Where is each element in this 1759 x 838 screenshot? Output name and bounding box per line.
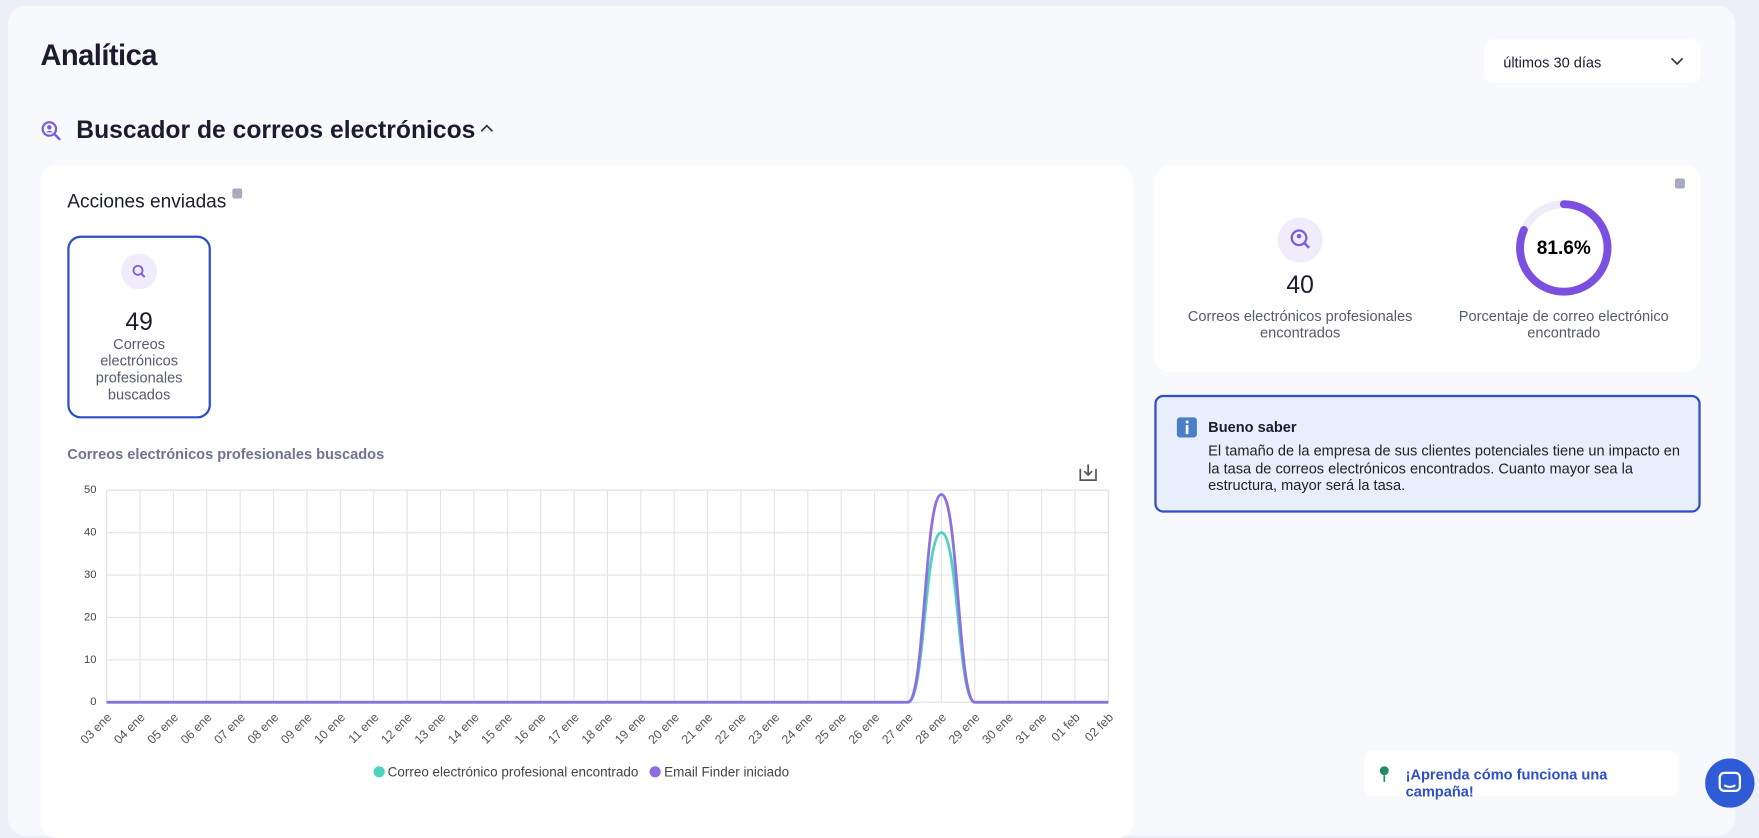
tile-label: Correos electrónicos profesionales busca…	[95, 335, 183, 403]
x-tick-label: 05 ene	[145, 710, 182, 747]
searched-tile[interactable]: 49 Correos electrónicos profesionales bu…	[67, 235, 211, 419]
x-tick-label: 11 ene	[346, 710, 382, 746]
page: {"header": {"title": "Analítica", "perio…	[7, 5, 1755, 838]
found-label: Correos electrónicos profesionales encon…	[1187, 307, 1413, 342]
x-tick-label: 30 ene	[979, 710, 1016, 747]
chevron-down	[1670, 57, 1684, 66]
x-tick-label: 14 ene	[445, 710, 482, 747]
x-tick-label: 18 ene	[579, 710, 616, 747]
campaign-link-text: ¡Aprenda cómo funciona una campaña!	[1405, 766, 1608, 800]
x-tick-label: 01 feb	[1049, 710, 1083, 744]
actions-title: Acciones enviadas	[67, 190, 227, 213]
tip-box: Bueno saber El tamaño de la empresa de s…	[1154, 394, 1701, 513]
y-tick-label: 30	[84, 569, 96, 581]
x-tick-label: 06 ene	[178, 710, 215, 747]
legend-item[interactable]: Correo electrónico profesional encontrad…	[373, 764, 638, 780]
stats-card	[1154, 164, 1701, 373]
download-icon[interactable]	[1078, 462, 1098, 482]
chat-button[interactable]	[1705, 758, 1755, 808]
rate-value: 81.6%	[1537, 238, 1591, 259]
x-tick-label: 13 ene	[412, 710, 449, 747]
x-tick-label: 25 ene	[812, 710, 849, 747]
x-tick-label: 22 ene	[712, 710, 749, 747]
pin-icon	[1379, 766, 1389, 782]
search-user-icon	[41, 121, 61, 141]
y-tick-label: 50	[84, 484, 96, 496]
x-tick-label: 04 ene	[111, 710, 148, 747]
y-tick-label: 0	[90, 696, 96, 708]
x-tick-label: 27 ene	[879, 710, 916, 747]
x-tick-label: 07 ene	[211, 710, 248, 747]
x-tick-label: 09 ene	[278, 710, 315, 747]
x-tick-label: 26 ene	[846, 710, 883, 747]
rate-donut: 81.6%	[1516, 200, 1612, 296]
y-tick-label: 40	[84, 527, 96, 539]
legend-swatch	[373, 766, 385, 778]
legend-label: Correo electrónico profesional encontrad…	[387, 763, 639, 780]
x-tick-label: 10 ene	[312, 710, 349, 747]
x-tick-label: 28 ene	[913, 710, 950, 747]
x-tick-label: 02 feb	[1082, 710, 1116, 744]
legend-swatch	[649, 766, 661, 778]
series-line	[106, 493, 1109, 704]
info-icon[interactable]	[1674, 178, 1685, 189]
x-tick-label: 08 ene	[245, 710, 282, 747]
y-tick-label: 10	[84, 654, 96, 666]
x-tick-label: 15 ene	[478, 710, 515, 747]
x-tick-label: 16 ene	[512, 710, 549, 747]
collapse-chevron[interactable]	[480, 123, 494, 134]
x-tick-label: 19 ene	[612, 710, 649, 747]
y-tick-label: 20	[84, 611, 96, 623]
info-icon[interactable]	[232, 188, 243, 199]
tip-title: Bueno saber	[1208, 418, 1297, 436]
x-tick-label: 17 ene	[545, 710, 582, 747]
tile-icon	[121, 253, 158, 290]
period-dropdown[interactable]: últimos 30 días	[1484, 39, 1701, 84]
x-tick-label: 03 ene	[78, 710, 115, 747]
x-tick-label: 23 ene	[746, 710, 783, 747]
legend-label: Email Finder iniciado	[664, 763, 790, 780]
legend: Correo electrónico profesional encontrad…	[40, 764, 1133, 780]
app: Analítica últimos 30 días Buscador de co…	[7, 5, 1755, 838]
campaign-link[interactable]: ¡Aprenda cómo funciona una campaña!	[1364, 750, 1679, 800]
found-value: 40	[1286, 270, 1314, 299]
tip-text: El tamaño de la empresa de sus clientes …	[1208, 441, 1681, 494]
x-tick-label: 31 ene	[1013, 710, 1050, 747]
donut-arc	[1516, 200, 1612, 296]
x-tick-label: 20 ene	[645, 710, 682, 747]
tip-icon	[1176, 417, 1197, 438]
found-icon	[1277, 217, 1323, 263]
body: Analítica últimos 30 días Buscador de co…	[7, 5, 1755, 838]
x-tick-label: 29 ene	[946, 710, 983, 747]
x-tick-label: 12 ene	[378, 710, 415, 747]
legend-item[interactable]: Email Finder iniciado	[649, 763, 790, 780]
x-tick-label: 24 ene	[779, 710, 816, 747]
page-title: Analítica	[40, 38, 157, 72]
x-tick-label: 21 ene	[679, 710, 716, 747]
tile-value: 49	[125, 307, 153, 336]
period-label: últimos 30 días	[1503, 53, 1602, 71]
chart-title: Correos electrónicos profesionales busca…	[67, 445, 385, 463]
rate-label: Porcentaje de correo electrónico encontr…	[1458, 307, 1669, 342]
section-title: Buscador de correos electrónicos	[76, 115, 476, 144]
